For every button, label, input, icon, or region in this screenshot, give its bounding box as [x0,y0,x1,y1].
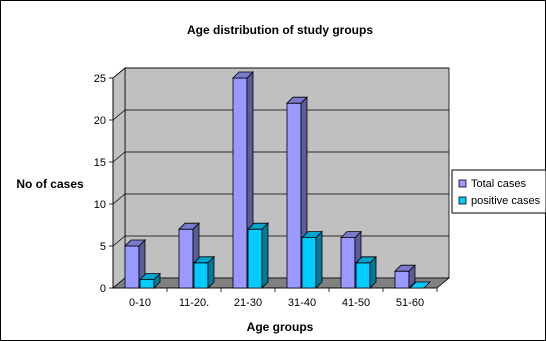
y-tick-label: 0 [100,283,106,295]
bar-positive-21-30 [247,228,263,289]
bar-total-0-10 [124,245,140,289]
x-tick-label: 11-20. [179,297,209,309]
bar-total-51-60 [394,270,410,289]
y-tick-label: 5 [100,241,106,253]
legend-swatch-positive-cases [458,196,467,205]
bar-total-31-40-top [286,96,308,104]
y-axis-label: No of cases [16,177,84,191]
plot-area: 0 5 10 15 20 25 0-10 11-20. 21-30 31-40 41-50 51-60 [94,67,451,309]
gridline [112,67,449,79]
bar-positive-11-20--top [193,256,215,264]
bar-total-11-20--top [178,222,200,230]
bar-total-31-40 [286,102,302,289]
bar-positive-21-30-side [261,222,269,289]
bar-positive-41-50 [355,262,371,289]
bar-total-21-30 [232,77,248,289]
bar-positive-51-60 [409,281,431,289]
bar-positive-11-20- [193,262,209,289]
bar-positive-31-40 [301,237,317,289]
y-tick-label: 15 [94,157,106,169]
gridline [112,109,449,121]
x-tick-label: 41-50 [342,297,370,309]
bar-positive-0-10 [139,279,155,289]
bar-positive-21-30-top [247,222,269,230]
y-tick-label: 20 [94,115,106,127]
legend-box [451,169,546,214]
x-tick-label: 31-40 [288,297,316,309]
legend-swatch-total-cases [458,179,467,188]
bar-positive-31-40-top [301,231,323,239]
side-wall [112,67,126,289]
bar-total-21-30-top [232,71,254,79]
bar-total-41-50-top [340,231,362,239]
legend-label-total-cases: Total cases [471,178,527,190]
chart-title: Age distribution of study groups [187,23,373,37]
legend: Total cases positive cases [451,169,546,214]
bar-positive-41-50-top [355,256,377,264]
bar-total-0-10-top [124,239,146,247]
y-tick-label: 25 [94,73,106,85]
legend-label-positive-cases: positive cases [471,195,541,207]
gridline [112,151,449,163]
bar-positive-0-10-top [139,273,161,281]
x-tick-label: 0-10 [129,297,151,309]
x-tick-label: 51-60 [396,297,424,309]
bar-positive-31-40-side [315,230,323,289]
gridline [112,235,449,247]
bar-total-51-60-top [394,264,416,272]
gridline [112,193,449,205]
y-tick-label: 10 [94,199,106,211]
bar-total-11-20- [178,228,194,289]
x-axis-label: Age groups [247,320,314,334]
bar-total-41-50 [340,237,356,289]
x-tick-label: 21-30 [234,297,262,309]
